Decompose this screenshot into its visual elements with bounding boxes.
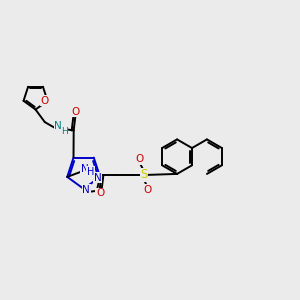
Text: N: N <box>81 164 88 174</box>
Text: O: O <box>41 96 49 106</box>
Text: O: O <box>96 188 104 199</box>
Text: S: S <box>140 168 148 182</box>
Text: O: O <box>135 154 143 164</box>
Text: O: O <box>71 107 79 117</box>
Text: H: H <box>61 127 68 136</box>
Text: N: N <box>82 185 90 195</box>
Text: H: H <box>87 167 94 177</box>
Text: N: N <box>94 173 101 183</box>
Text: O: O <box>144 185 152 195</box>
Text: N: N <box>54 122 62 131</box>
